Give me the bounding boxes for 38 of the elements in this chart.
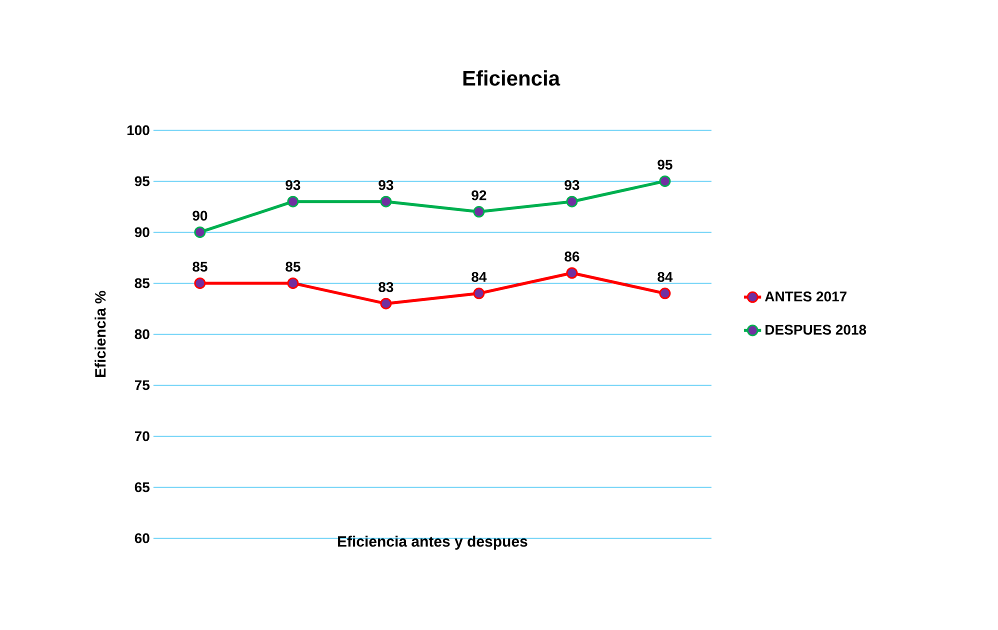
y-tick-label: 85 [134, 278, 150, 288]
data-label: 92 [472, 190, 486, 200]
point [659, 288, 671, 300]
point [287, 196, 299, 208]
point [473, 288, 485, 300]
point [287, 277, 299, 289]
data-label: 93 [378, 180, 394, 190]
point [380, 298, 392, 310]
point [194, 277, 206, 289]
data-label: 93 [564, 180, 580, 190]
data-label: 93 [286, 180, 300, 190]
point [566, 196, 578, 208]
y-tick-label: 100 [127, 125, 150, 136]
y-tick-label: 95 [134, 176, 150, 186]
y-tick-label: 60 [134, 533, 150, 544]
data-label: 85 [192, 262, 208, 272]
y-axis-title: Eficiencia % [94, 290, 106, 377]
y-tick-label: 90 [134, 227, 150, 238]
legend-label: DESPUES 2018 [766, 324, 866, 335]
point [659, 175, 671, 187]
point [566, 267, 578, 279]
y-tick-label: 65 [134, 482, 150, 492]
point [380, 196, 392, 208]
data-label: 95 [658, 160, 672, 170]
data-label: 86 [564, 252, 580, 262]
point [194, 226, 206, 238]
y-tick-label: 80 [134, 329, 150, 340]
chart-title: Eficiencia [463, 70, 560, 86]
x-axis-title: Eficiencia antes y despues [338, 536, 528, 550]
data-label: 84 [658, 272, 673, 282]
data-label: 84 [472, 272, 487, 282]
legend-label: ANTES 2017 [764, 292, 846, 302]
data-label: 90 [192, 210, 208, 221]
y-tick-label: 75 [134, 380, 150, 390]
data-label: 83 [378, 282, 394, 292]
y-tick-label: 70 [134, 431, 150, 442]
data-label: 85 [286, 262, 300, 272]
point [473, 206, 485, 218]
